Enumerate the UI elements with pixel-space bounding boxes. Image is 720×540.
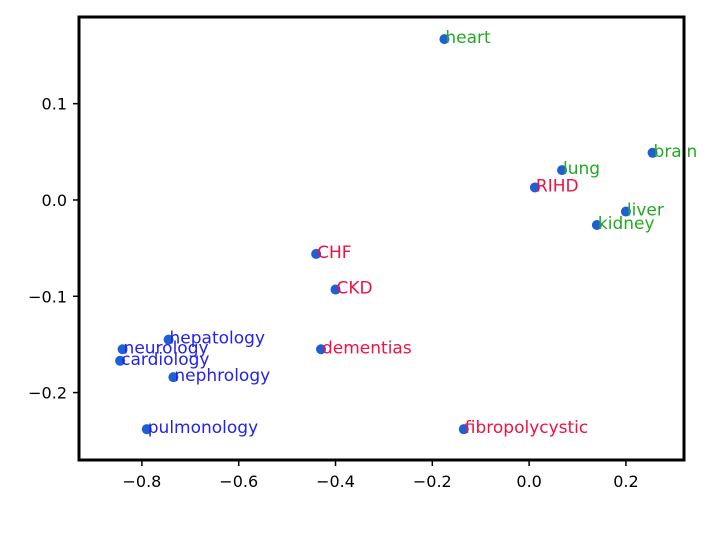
point-label-liver: liver xyxy=(627,201,664,221)
plot-frame xyxy=(77,15,686,462)
point-label-neurology: neurology xyxy=(124,338,209,358)
data-point-RIHD xyxy=(529,182,540,193)
data-point-CKD xyxy=(330,284,341,295)
data-point-dementias xyxy=(316,344,326,355)
data-point-liver xyxy=(620,206,631,217)
y-tick-label: 0.1 xyxy=(42,95,67,114)
y-tick-label: −0.1 xyxy=(28,287,67,306)
point-label-CKD: CKD xyxy=(337,279,373,299)
data-point-fibropolycystic xyxy=(458,424,469,435)
data-point-CHF xyxy=(311,248,322,259)
data-point-brain xyxy=(647,147,658,158)
point-label-hepatology: hepatology xyxy=(170,329,265,349)
point-label-fibropolycystic: fibropolycystic xyxy=(465,418,589,438)
data-point-cardiology xyxy=(115,355,126,366)
x-tick-label: −0.4 xyxy=(316,472,355,491)
point-label-dementias: dementias xyxy=(322,338,412,358)
x-tick-label: 0.2 xyxy=(613,472,638,491)
point-label-RIHD: RIHD xyxy=(536,176,579,196)
point-label-cardiology: cardiology xyxy=(121,350,209,370)
x-tick-label: −0.8 xyxy=(122,472,161,491)
x-axis: −0.8 −0.6 −0.4 −0.2 0.0 0.2 xyxy=(122,460,639,491)
data-point-kidney xyxy=(591,220,602,231)
data-point-lung xyxy=(557,165,568,176)
data-point-heart xyxy=(439,34,450,45)
x-tick-label: −0.6 xyxy=(219,472,258,491)
point-label-lung: lung xyxy=(563,159,600,179)
point-label-brain: brain xyxy=(654,142,698,162)
point-label-kidney: kidney xyxy=(598,214,655,234)
point-label-pulmonology: pulmonology xyxy=(148,418,258,438)
x-tick-label: −0.2 xyxy=(413,472,452,491)
data-point-neurology xyxy=(117,344,128,355)
point-label-nephrology: nephrology xyxy=(174,366,270,386)
data-point-hepatology xyxy=(163,334,174,345)
data-points xyxy=(115,34,658,435)
point-label-CHF: CHF xyxy=(317,243,351,263)
y-tick-label: −0.2 xyxy=(28,384,67,403)
data-point-pulmonology xyxy=(141,424,152,435)
point-label-heart: heart xyxy=(445,28,491,48)
y-tick-label: 0.0 xyxy=(42,191,67,210)
x-tick-label: 0.0 xyxy=(516,472,541,491)
data-point-nephrology xyxy=(168,372,179,383)
y-axis: −0.2 −0.1 0.0 0.1 xyxy=(28,95,79,403)
